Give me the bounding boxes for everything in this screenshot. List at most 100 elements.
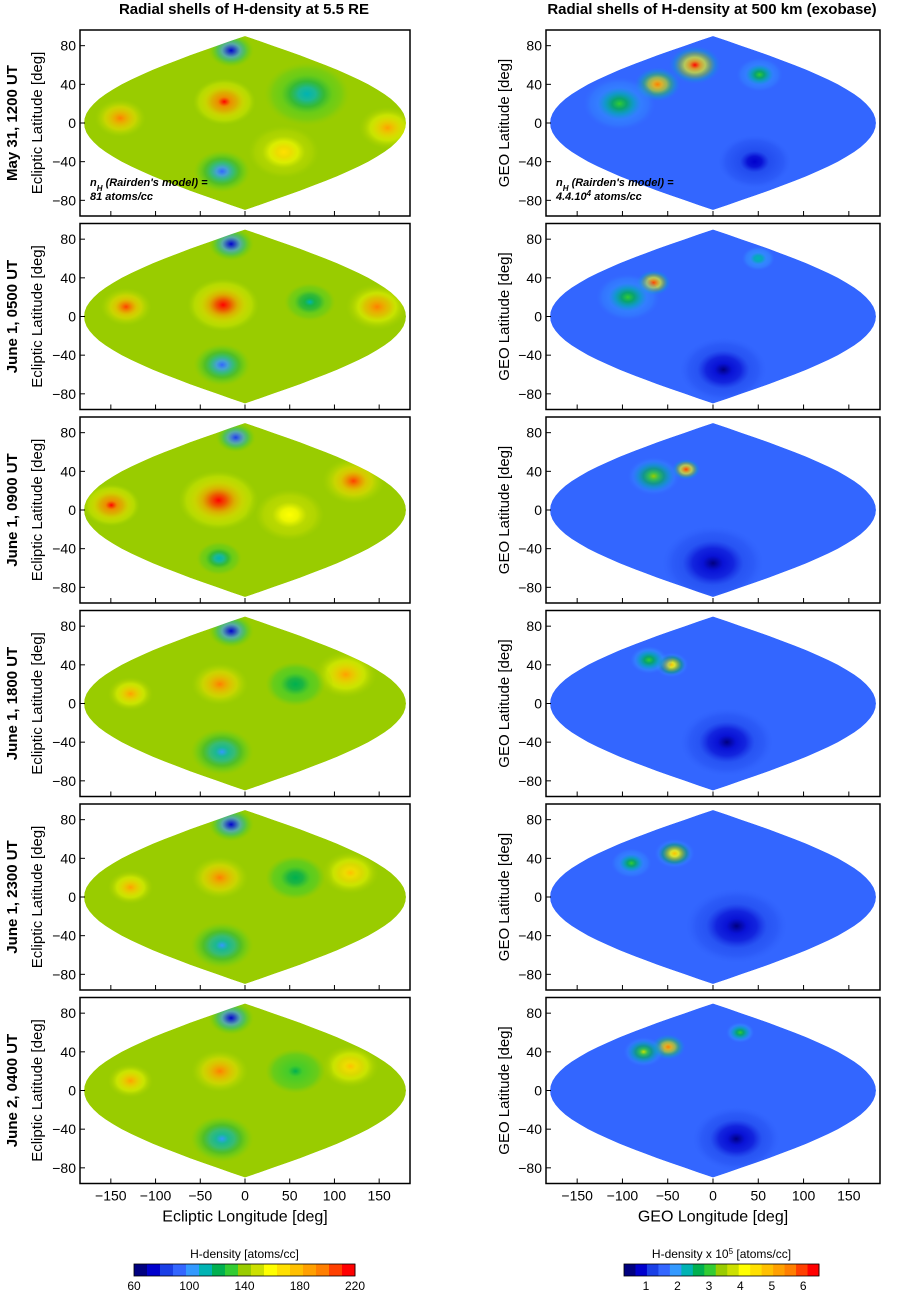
right-density-feature <box>623 1036 664 1067</box>
left-density-feature <box>187 278 259 332</box>
left-density-feature <box>190 728 254 776</box>
left-y-axis-label: Ecliptic Latitude [deg] <box>29 245 46 388</box>
left-y-tick-label: 0 <box>68 309 76 325</box>
left-density-feature <box>107 676 154 711</box>
right-colorbar-tick-label: 2 <box>674 1279 681 1290</box>
left-density-feature <box>284 282 336 322</box>
left-x-tick-label: 50 <box>282 1188 298 1204</box>
right-panel-4: 80 40 0 −40 −80 GEO Latitude [deg] <box>496 609 881 798</box>
left-density-feature <box>100 287 152 326</box>
left-colorbar: 60 100 140 180 220 H-density [atoms/cc] <box>127 1247 365 1290</box>
left-colorbar-swatch <box>251 1264 265 1276</box>
right-map-background <box>550 229 876 404</box>
left-density-feature <box>258 656 333 712</box>
right-colorbar-frame <box>623 1263 820 1277</box>
right-panel-3: 80 40 0 −40 −80 GEO Latitude [deg] <box>496 416 881 604</box>
left-y-tick-label: 40 <box>60 657 76 673</box>
left-x-tick-label: −50 <box>188 1188 212 1204</box>
left-y-tick-label: 0 <box>68 115 76 131</box>
right-colorbar-swatch <box>773 1264 786 1276</box>
left-colorbar-swatch <box>316 1264 330 1276</box>
row-label-1: May 31, 1200 UT <box>4 65 21 181</box>
left-density-feature <box>345 283 406 331</box>
left-y-tick-label: −80 <box>52 1160 76 1176</box>
left-colorbar-swatch <box>186 1264 200 1276</box>
right-colorbar-tick-label: 4 <box>737 1279 744 1290</box>
right-map <box>550 616 876 791</box>
right-colorbar-swatch <box>784 1264 797 1276</box>
right-map <box>550 810 876 984</box>
left-density-feature <box>258 850 333 906</box>
right-y-axis-label: GEO Latitude [deg] <box>496 639 513 767</box>
left-density-feature <box>196 541 243 576</box>
right-y-tick-label: 40 <box>526 1044 542 1060</box>
right-y-tick-label: 40 <box>526 463 542 479</box>
right-density-feature <box>611 848 652 879</box>
right-colorbar-tick-label: 5 <box>768 1279 775 1290</box>
left-density-feature <box>193 343 251 387</box>
right-colorbar-swatch <box>624 1264 636 1276</box>
right-density-feature <box>627 457 680 496</box>
right-density-feature <box>662 525 764 597</box>
right-y-tick-label: −40 <box>518 154 542 170</box>
left-colorbar-swatch <box>147 1264 161 1276</box>
right-density-feature <box>737 243 779 274</box>
right-colorbar-swatch <box>681 1264 694 1276</box>
left-colorbar-swatch <box>329 1264 343 1276</box>
left-y-tick-label: 40 <box>60 270 76 286</box>
left-y-axis-label: Ecliptic Latitude [deg] <box>29 632 46 775</box>
right-colorbar-swatch <box>704 1264 717 1276</box>
left-x-axis-label: Ecliptic Longitude [deg] <box>162 1209 327 1226</box>
right-y-axis-label: GEO Latitude [deg] <box>496 1026 513 1154</box>
right-y-tick-label: −80 <box>518 773 542 789</box>
left-y-tick-label: −80 <box>52 192 76 208</box>
right-y-axis-label: GEO Latitude [deg] <box>496 59 513 187</box>
right-model-annotation-line2: 4.4.104 atoms/cc <box>555 189 642 204</box>
left-density-feature <box>193 150 251 193</box>
left-y-tick-label: −80 <box>52 966 76 982</box>
right-y-tick-label: −80 <box>518 1160 542 1176</box>
left-density-feature <box>321 1045 380 1088</box>
left-density-feature <box>94 99 147 138</box>
row-label-4: June 1, 1800 UT <box>4 647 21 760</box>
left-density-feature <box>178 470 259 531</box>
left-colorbar-tick-label: 180 <box>290 1279 310 1290</box>
left-y-tick-label: 80 <box>60 618 76 634</box>
left-density-feature <box>107 1063 154 1098</box>
left-y-tick-label: 0 <box>68 502 76 518</box>
right-density-feature <box>722 1019 758 1046</box>
left-colorbar-swatch <box>160 1264 174 1276</box>
left-density-feature <box>264 62 350 126</box>
left-y-tick-label: −40 <box>52 734 76 750</box>
right-x-tick-label: −50 <box>656 1188 680 1204</box>
left-y-tick-label: −80 <box>52 579 76 595</box>
right-y-axis-label: GEO Latitude [deg] <box>496 446 513 574</box>
left-colorbar-swatch <box>290 1264 304 1276</box>
left-x-tick-label: 0 <box>241 1188 249 1204</box>
left-y-tick-label: 80 <box>60 38 76 54</box>
left-colorbar-swatch <box>173 1264 187 1276</box>
row-label-2: June 1, 0500 UT <box>4 260 21 373</box>
right-colorbar-swatch <box>692 1264 705 1276</box>
left-x-tick-label: −150 <box>95 1188 127 1204</box>
right-y-tick-label: −80 <box>518 192 542 208</box>
left-y-tick-label: 40 <box>60 1044 76 1060</box>
left-map <box>84 36 406 210</box>
right-x-tick-label: 100 <box>792 1188 816 1204</box>
left-y-axis-label: Ecliptic Latitude [deg] <box>29 826 46 969</box>
left-colorbar-swatch <box>303 1264 317 1276</box>
right-density-feature <box>654 838 695 869</box>
left-y-tick-label: 0 <box>68 889 76 905</box>
row-label-5: June 1, 2300 UT <box>4 840 21 953</box>
right-x-tick-label: −100 <box>607 1188 639 1204</box>
left-y-tick-label: −40 <box>52 347 76 363</box>
right-colorbar-swatch <box>750 1264 763 1276</box>
right-colorbar-swatch <box>646 1264 659 1276</box>
right-y-tick-label: 40 <box>526 270 542 286</box>
left-map <box>84 616 406 791</box>
left-colorbar-tick-label: 140 <box>234 1279 254 1290</box>
left-map <box>84 229 406 404</box>
left-x-tick-label: 150 <box>367 1188 391 1204</box>
